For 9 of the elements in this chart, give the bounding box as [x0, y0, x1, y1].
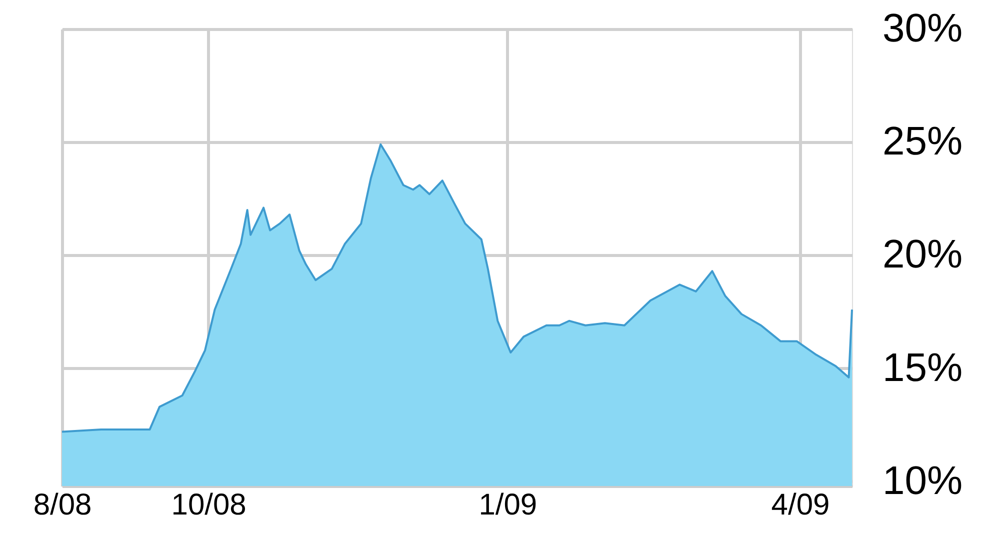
x-tick-label: 1/09: [478, 488, 538, 522]
y-tick-label: 15%: [882, 346, 963, 390]
x-tick-label: 10/08: [171, 488, 246, 522]
y-tick-label: 20%: [882, 232, 963, 277]
y-tick-label: 25%: [882, 120, 963, 164]
x-tick-label: 4/09: [771, 488, 830, 522]
y-tick-label: 30%: [882, 6, 963, 50]
x-tick-label: 8/08: [33, 488, 92, 522]
y-tick-label: 10%: [882, 458, 963, 503]
